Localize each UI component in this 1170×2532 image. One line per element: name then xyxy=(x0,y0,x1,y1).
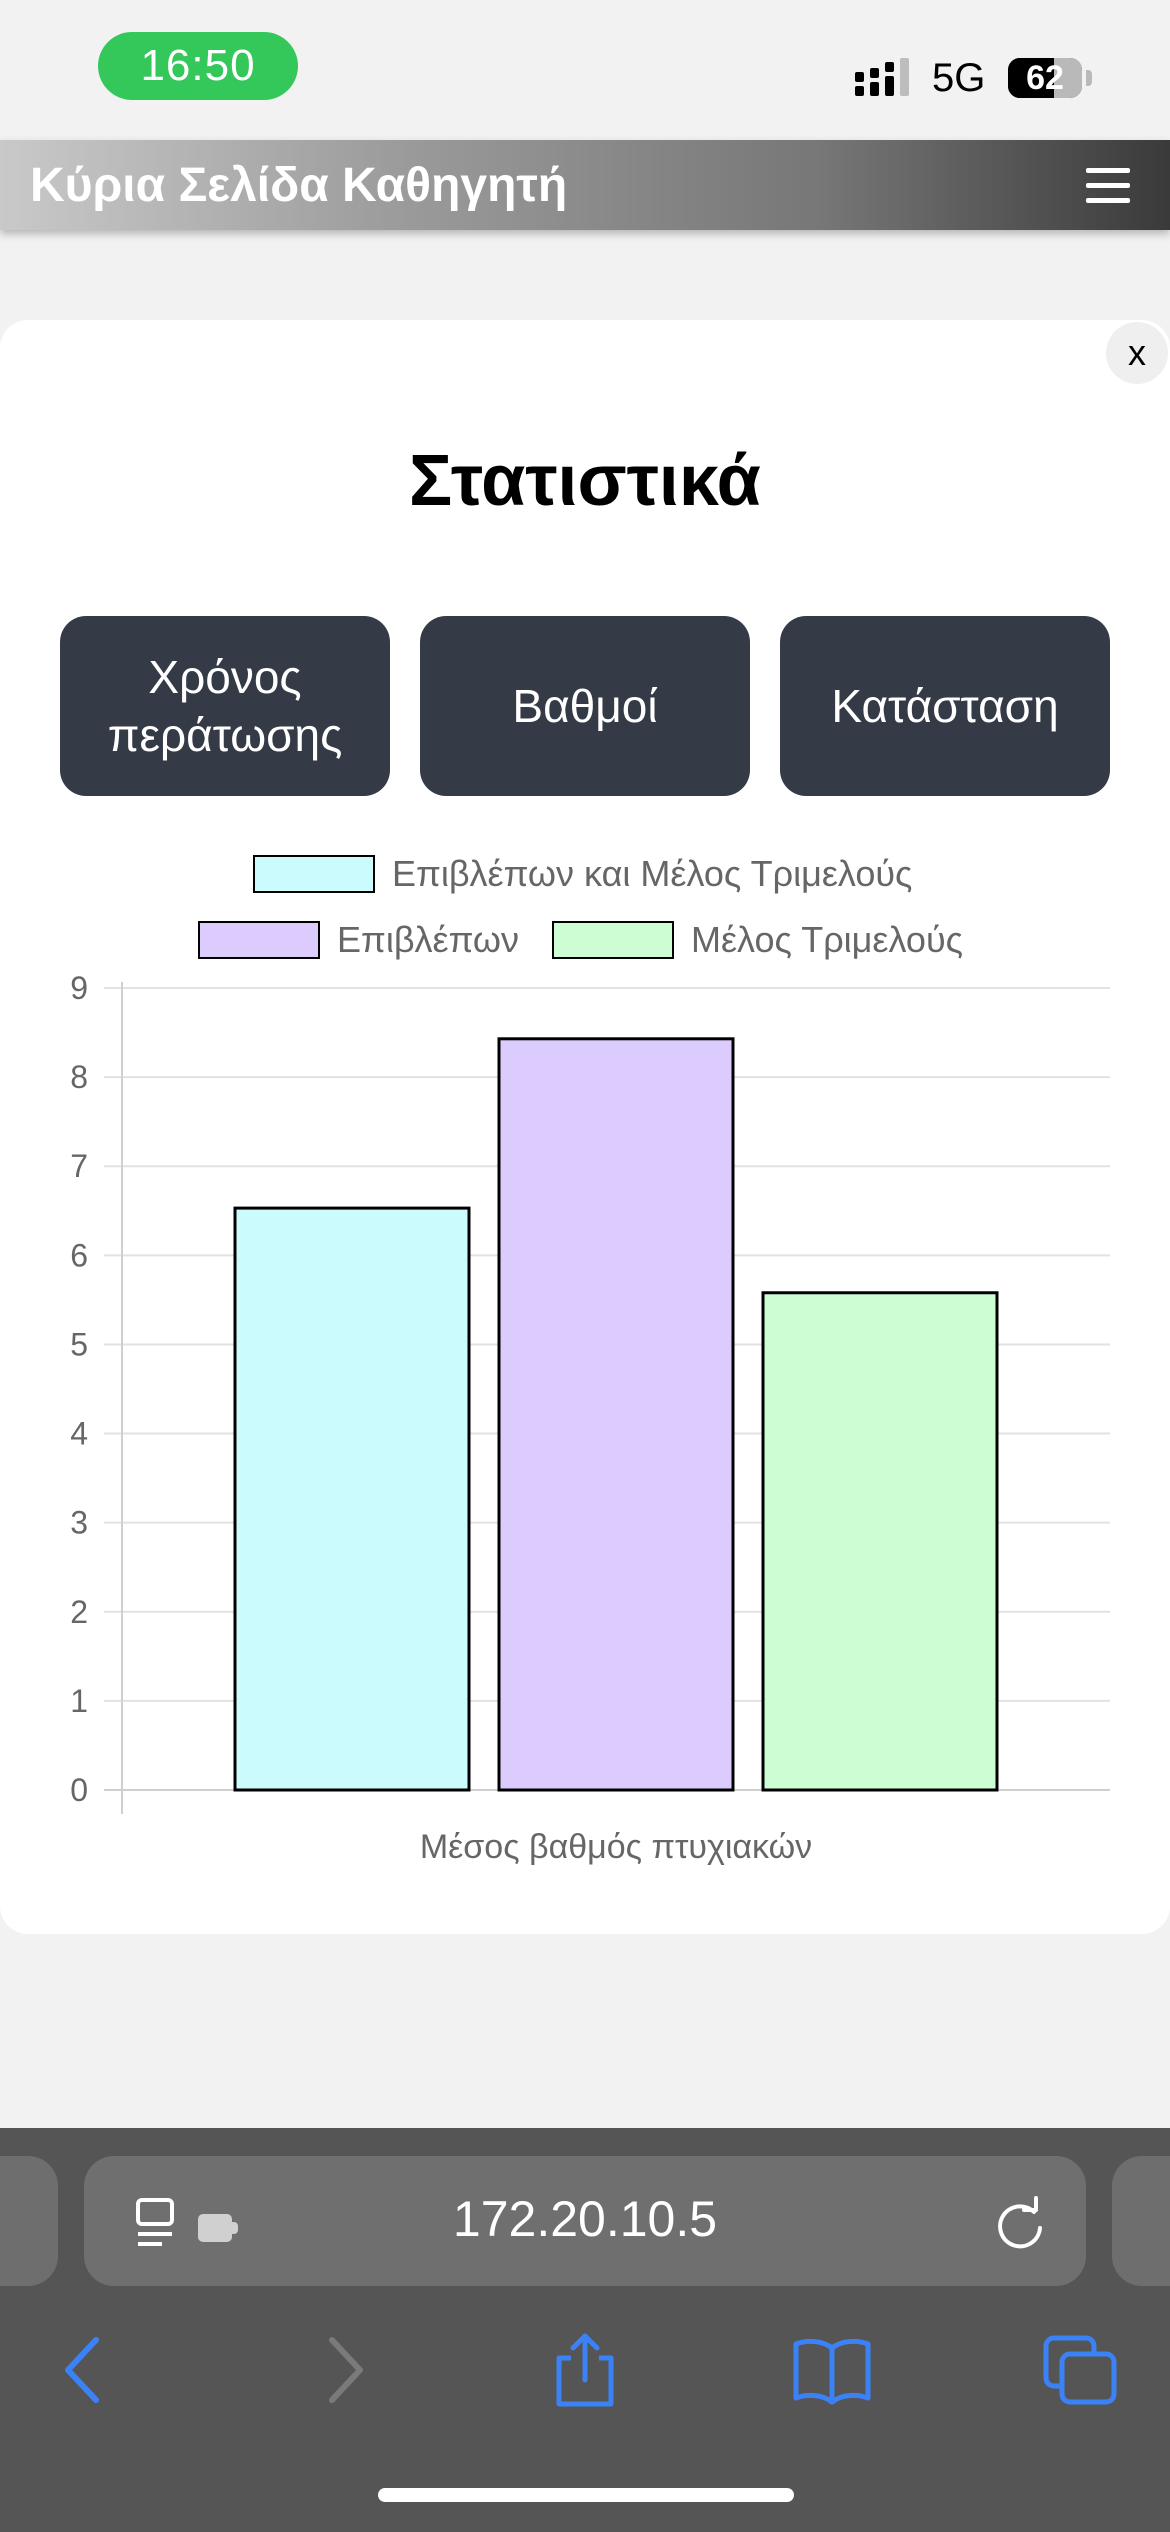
tabs-icon[interactable] xyxy=(1040,2332,1120,2408)
network-type: 5G xyxy=(932,56,986,100)
legend-swatch-3 xyxy=(552,921,674,959)
page-settings-icon[interactable] xyxy=(132,2194,252,2254)
legend-label-1: Επιβλέπων και Μέλος Τριμελούς xyxy=(392,853,912,894)
bar-1 xyxy=(233,1206,471,1792)
y-tick-label: 4 xyxy=(70,1416,88,1452)
y-tick-label: 5 xyxy=(70,1326,88,1362)
battery-level: 62 xyxy=(1026,58,1064,97)
book-icon[interactable] xyxy=(792,2332,872,2408)
bar-3 xyxy=(761,1291,999,1792)
tab-status[interactable]: Κατάσταση xyxy=(780,616,1110,796)
status-bar: 16:50 5G 62 xyxy=(0,0,1170,140)
legend-swatch-1 xyxy=(253,855,375,893)
battery-fill xyxy=(1008,58,1054,98)
tab-grades[interactable]: Βαθμοί xyxy=(420,616,750,796)
share-icon[interactable] xyxy=(545,2332,625,2408)
y-tick-label: 1 xyxy=(70,1683,88,1719)
page-title: Κύρια Σελίδα Καθηγητή xyxy=(30,159,568,212)
y-tick-label: 0 xyxy=(70,1772,88,1808)
legend-label-3: Μέλος Τριμελούς xyxy=(691,919,963,960)
hamburger-menu-icon[interactable] xyxy=(1086,168,1130,204)
y-tick-label: 9 xyxy=(70,970,88,1006)
x-category-label: Μέσος βαθμός πτυχιακών xyxy=(420,1828,812,1866)
modal-title: Στατιστικά xyxy=(409,441,761,521)
y-tick-label: 3 xyxy=(70,1505,88,1541)
previous-tab-preview[interactable] xyxy=(0,2156,58,2286)
address-bar[interactable] xyxy=(84,2156,1086,2286)
app-header: Κύρια Σελίδα Καθηγητή xyxy=(0,140,1170,230)
y-tick-label: 8 xyxy=(70,1059,88,1095)
legend-swatch-2 xyxy=(198,921,320,959)
battery-empty xyxy=(1053,58,1082,98)
reload-icon[interactable] xyxy=(990,2194,1050,2254)
tab-completion-time[interactable]: Χρόνος περάτωσης xyxy=(60,616,390,796)
next-tab-preview[interactable] xyxy=(1112,2156,1170,2286)
cellular-signal-icon xyxy=(855,58,909,96)
grades-bar-chart: 0 1 2 3 4 5 6 7 8 9 Μέσος βαθμός πτυχιακών Επιβλέπω… xyxy=(70,853,1110,1866)
bar-2 xyxy=(497,1037,735,1792)
y-tick-label: 7 xyxy=(70,1148,88,1184)
close-button[interactable]: x xyxy=(1106,322,1168,384)
battery-icon: 62 xyxy=(1008,58,1082,98)
back-arrow-icon[interactable] xyxy=(48,2332,128,2408)
battery-cap xyxy=(1086,70,1092,86)
status-time: 16:50 xyxy=(98,32,298,100)
home-indicator xyxy=(378,2488,794,2502)
url-text[interactable]: 172.20.10.5 xyxy=(452,2191,718,2247)
y-tick-label: 2 xyxy=(70,1594,88,1630)
y-tick-label: 6 xyxy=(70,1237,88,1273)
forward-arrow-icon[interactable] xyxy=(300,2332,380,2408)
legend-label-2: Επιβλέπων xyxy=(337,919,519,960)
